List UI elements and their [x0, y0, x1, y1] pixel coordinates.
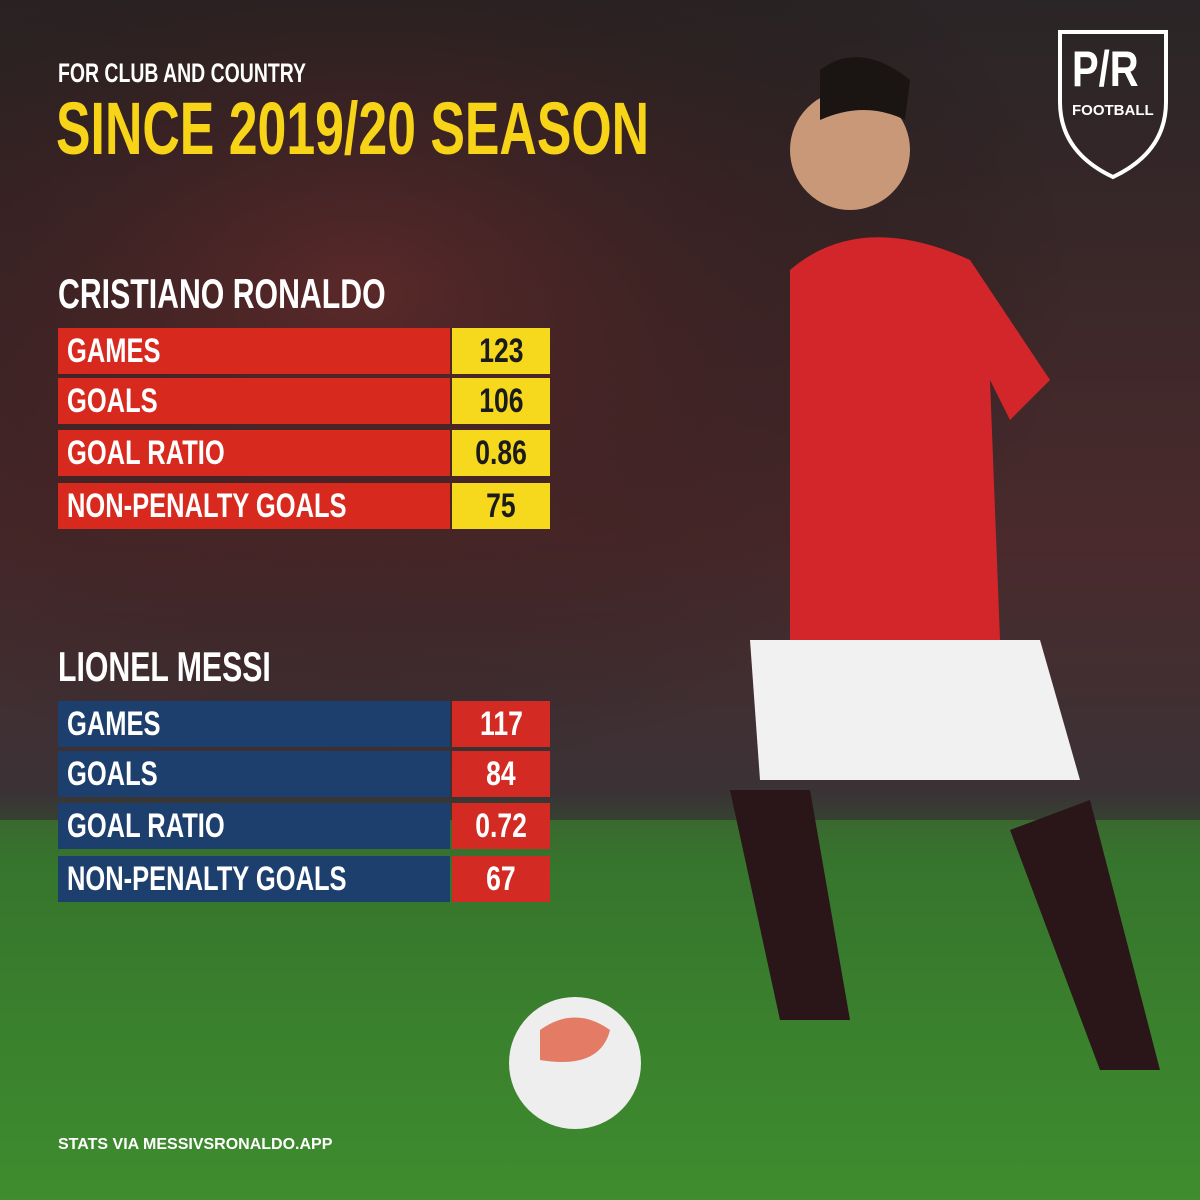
stat-label-cell: GOALS: [58, 751, 450, 797]
stat-value: 75: [486, 486, 516, 525]
stat-label-cell: GAMES: [58, 328, 450, 374]
stat-value-cell: 123: [452, 328, 550, 374]
stat-value: 67: [486, 859, 516, 898]
stat-label: GOAL RATIO: [67, 433, 225, 472]
stat-value-cell: 106: [452, 378, 550, 424]
stat-value-cell: 75: [452, 483, 550, 529]
stat-value: 84: [486, 754, 516, 793]
stat-label: NON-PENALTY GOALS: [67, 486, 347, 525]
logo-mark: P/R: [1072, 41, 1139, 97]
stat-label: GOALS: [67, 381, 158, 420]
stat-label-cell: GOALS: [58, 378, 450, 424]
stat-value-cell: 0.86: [452, 430, 550, 476]
stat-label-cell: GOAL RATIO: [58, 803, 450, 849]
player-name: CRISTIANO RONALDO: [58, 270, 386, 317]
stat-value: 117: [479, 704, 523, 743]
stat-label-cell: GOAL RATIO: [58, 430, 450, 476]
stat-value: 106: [478, 381, 524, 420]
stat-value-cell: 117: [452, 701, 550, 747]
stat-label-cell: NON-PENALTY GOALS: [58, 856, 450, 902]
stat-label: GAMES: [67, 331, 161, 370]
stat-value: 123: [478, 331, 524, 370]
logo-sub: FOOTBALL: [1072, 102, 1154, 119]
stat-label-cell: GAMES: [58, 701, 450, 747]
stat-value-cell: 84: [452, 751, 550, 797]
footer: STATS VIA MESSIVSRONALDO.APP: [58, 1136, 333, 1153]
stat-label: GOAL RATIO: [67, 806, 225, 845]
stat-label: GAMES: [67, 704, 161, 743]
player-name: LIONEL MESSI: [58, 643, 271, 690]
stat-value: 0.72: [475, 806, 527, 845]
stat-value-cell: 0.72: [452, 803, 550, 849]
stat-label: NON-PENALTY GOALS: [67, 859, 347, 898]
kicker: FOR CLUB AND COUNTRY: [58, 58, 307, 88]
stat-label: GOALS: [67, 754, 158, 793]
stat-value: 0.86: [475, 433, 527, 472]
stat-value-cell: 67: [452, 856, 550, 902]
stat-label-cell: NON-PENALTY GOALS: [58, 483, 450, 529]
title: SINCE 2019/20 SEASON: [56, 87, 650, 170]
